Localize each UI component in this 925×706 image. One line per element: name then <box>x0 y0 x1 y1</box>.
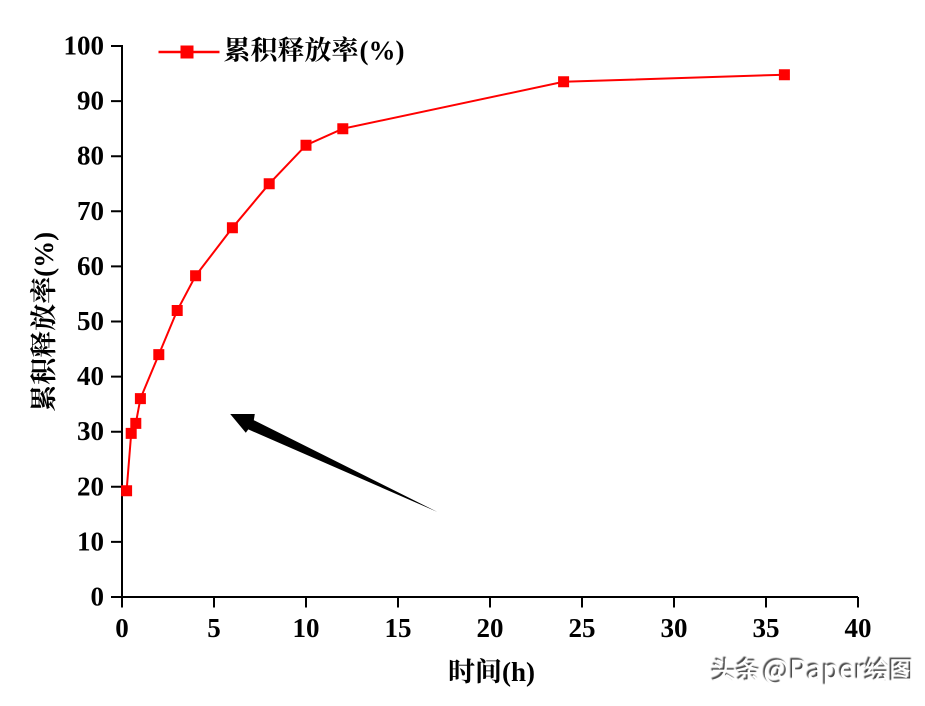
svg-text:15: 15 <box>385 613 412 643</box>
svg-text:60: 60 <box>77 251 104 281</box>
svg-text:(%): (%) <box>29 232 59 277</box>
svg-text:10: 10 <box>77 526 104 556</box>
svg-text:30: 30 <box>77 416 104 446</box>
svg-text:50: 50 <box>77 306 104 336</box>
svg-text:80: 80 <box>77 141 104 171</box>
svg-text:100: 100 <box>64 31 105 61</box>
svg-text:20: 20 <box>477 613 504 643</box>
svg-text:40: 40 <box>77 361 104 391</box>
svg-text:35: 35 <box>753 613 780 643</box>
svg-text:30: 30 <box>661 613 688 643</box>
svg-text:0: 0 <box>115 613 129 643</box>
svg-text:10: 10 <box>293 613 320 643</box>
svg-text:5: 5 <box>207 613 221 643</box>
svg-text:70: 70 <box>77 196 104 226</box>
svg-text:20: 20 <box>77 471 104 501</box>
svg-text:(h): (h) <box>502 657 535 687</box>
svg-text:0: 0 <box>91 582 105 612</box>
svg-text:40: 40 <box>845 613 872 643</box>
svg-text:90: 90 <box>77 86 104 116</box>
svg-text:(%): (%) <box>360 36 405 66</box>
svg-text:25: 25 <box>569 613 596 643</box>
